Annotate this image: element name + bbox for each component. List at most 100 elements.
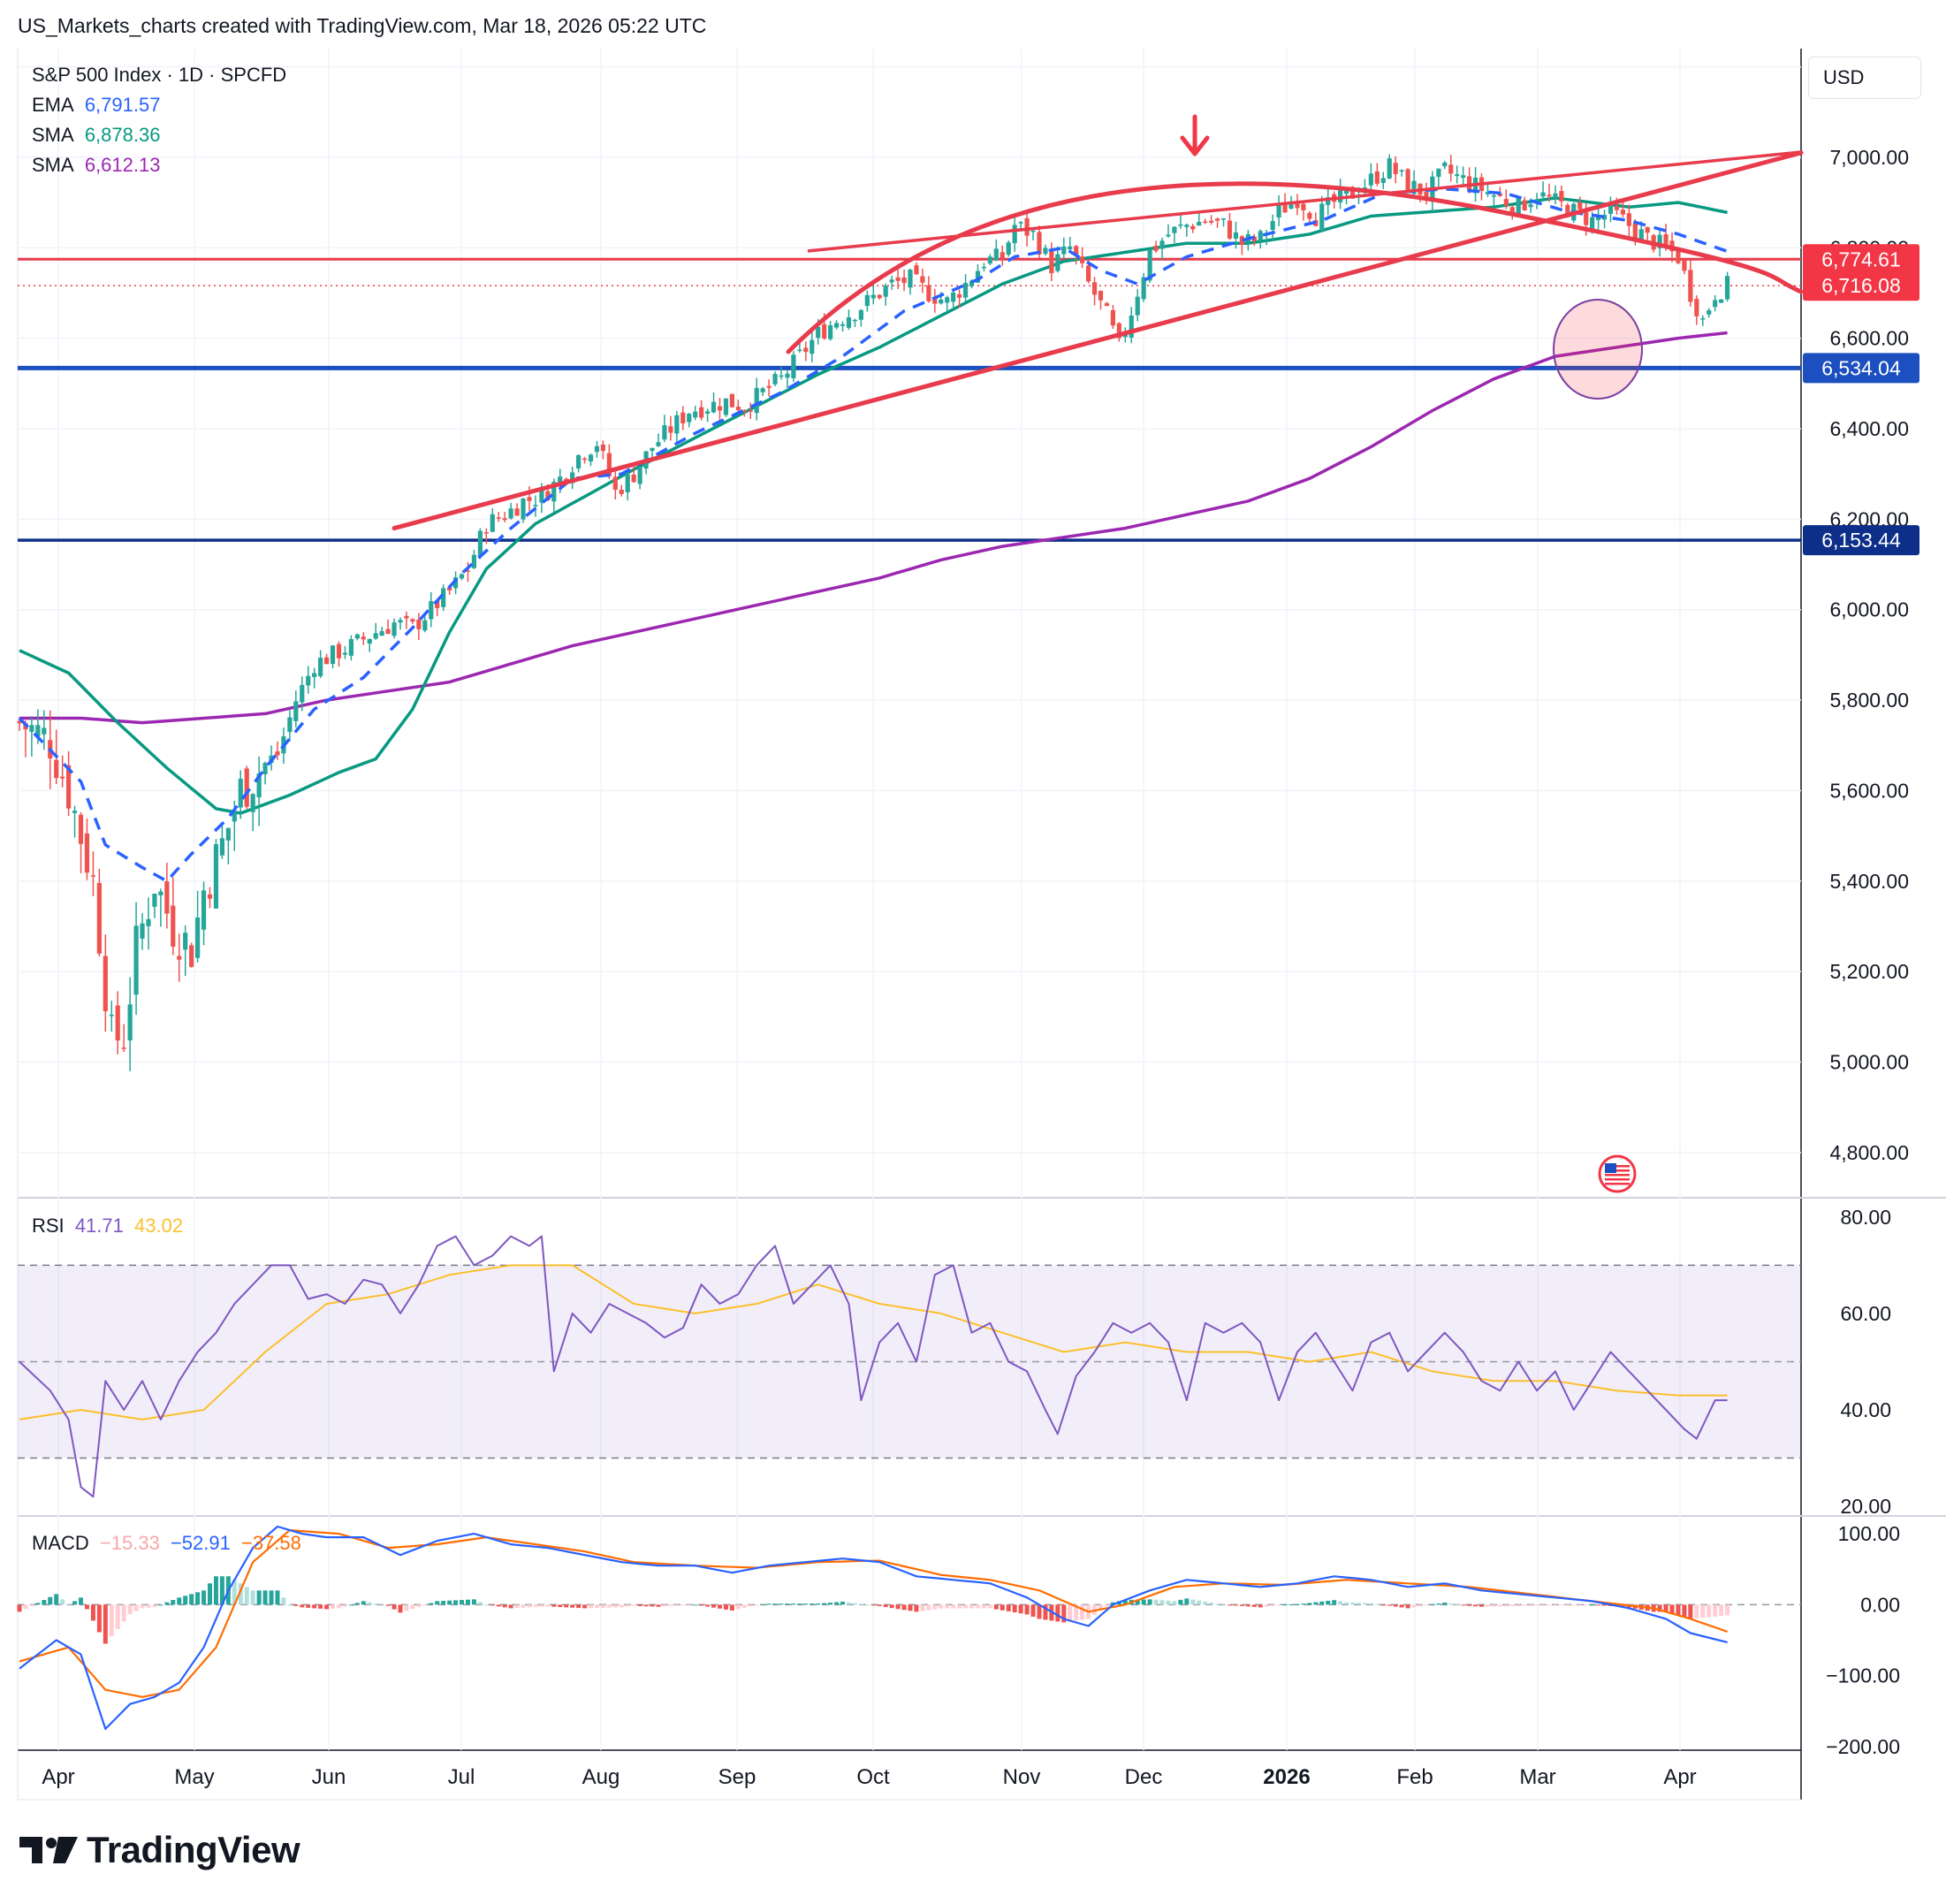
rsi-legend-value: 41.71 [74, 1215, 124, 1237]
macd-histogram-bar [1258, 1604, 1263, 1608]
y-tick-label: 5,400.00 [1829, 870, 1909, 893]
candle-body [1467, 176, 1472, 191]
rsi-tick-label: 20.00 [1840, 1495, 1891, 1518]
macd-histogram-bar [1350, 1602, 1356, 1605]
macd-histogram-bar [619, 1604, 624, 1608]
candle-body [502, 518, 507, 521]
currency-selector[interactable]: USD [1808, 57, 1921, 99]
macd-histogram-bar [115, 1604, 120, 1629]
candle-body [1055, 254, 1060, 271]
candle-body [1043, 248, 1048, 255]
macd-histogram-bar [699, 1604, 704, 1606]
candle-body [508, 508, 513, 519]
candle-body [1270, 221, 1275, 231]
candle-body [527, 497, 532, 501]
candle-body [471, 554, 477, 568]
macd-histogram-bar [791, 1603, 796, 1605]
candle-body [391, 622, 397, 636]
macd-histogram-bar [1098, 1604, 1104, 1611]
macd-histogram-bar [870, 1604, 876, 1606]
macd-histogram-bar [195, 1592, 201, 1605]
macd-histogram-bar [1104, 1604, 1109, 1607]
candle-body [637, 467, 642, 484]
legend-sma200-label: SMA [32, 154, 74, 176]
candle-body [306, 675, 311, 686]
candle-body [1037, 232, 1042, 255]
macd-histogram-bar [1455, 1603, 1460, 1605]
macd-histogram-bar [90, 1604, 95, 1621]
candle-body [693, 411, 698, 418]
candle-body [1301, 203, 1306, 211]
candle-body [858, 309, 863, 320]
candle-body [1657, 234, 1662, 248]
candle-body [35, 725, 41, 737]
macd-histogram-bar [582, 1604, 588, 1609]
macd-histogram-bar [606, 1604, 612, 1608]
candle-body [323, 657, 330, 665]
macd-histogram-bar [367, 1602, 372, 1605]
x-tick-label: May [174, 1765, 214, 1789]
candle-body [852, 319, 858, 322]
macd-histogram-bar [1153, 1599, 1159, 1605]
macd-histogram-bar [213, 1576, 218, 1605]
candle-body [410, 619, 415, 622]
macd-histogram-bar [373, 1603, 378, 1605]
macd-histogram-bar [502, 1604, 507, 1608]
macd-histogram-bar [219, 1576, 224, 1605]
x-tick-label: 2026 [1263, 1765, 1310, 1789]
macd-histogram-bar [643, 1604, 649, 1607]
candle-body [262, 763, 268, 774]
candle-body [103, 956, 108, 1011]
macd-histogram-bar [1264, 1604, 1269, 1607]
candle-body [1713, 300, 1718, 308]
candle-body [1190, 225, 1196, 230]
macd-histogram-bar [545, 1604, 551, 1607]
macd-histogram-bar [908, 1604, 913, 1611]
macd-histogram-bar [631, 1604, 636, 1606]
macd-histogram-bar [680, 1604, 686, 1606]
macd-histogram-bar [1620, 1604, 1625, 1608]
candle-body [213, 844, 219, 909]
candle-body [1049, 249, 1054, 274]
flag-stripe [1605, 1174, 1630, 1177]
macd-histogram-bar [1147, 1599, 1152, 1605]
legend-sma200-value: 6,612.13 [84, 154, 161, 176]
tradingview-logo-icon [19, 1837, 78, 1863]
macd-histogram-bar [1522, 1604, 1527, 1606]
macd-histogram-bar [300, 1604, 305, 1608]
candle-body [1601, 215, 1608, 220]
x-tick-label: Apr [42, 1765, 74, 1789]
macd-histogram-bar [1159, 1600, 1165, 1605]
price-label: 6,716.08 [1821, 274, 1901, 297]
candle-body [772, 374, 778, 385]
candle-body [594, 446, 600, 453]
candle-body [1405, 169, 1410, 192]
macd-histogram-bar [1676, 1604, 1681, 1616]
us-flag-icon [1598, 1154, 1637, 1193]
macd-histogram-bar [133, 1604, 139, 1611]
candle-body [121, 1047, 126, 1049]
candle-body [514, 508, 520, 516]
candle-body [1595, 216, 1601, 220]
candle-body [78, 814, 84, 844]
x-tick-label: Jun [312, 1765, 346, 1789]
candle-body [680, 412, 686, 423]
macd-histogram-bar [1184, 1598, 1190, 1605]
candle-body [177, 956, 182, 960]
candle-body [354, 634, 360, 639]
macd-histogram-bar [858, 1603, 863, 1605]
candle-body [1632, 223, 1638, 239]
candle-body [883, 286, 888, 297]
candle-body [816, 326, 821, 339]
candle-body [932, 298, 938, 304]
candle-body [490, 514, 495, 532]
macd-histogram-bar [981, 1604, 986, 1609]
candle-body [1000, 252, 1005, 259]
candle-body [741, 410, 747, 412]
candle-body [926, 285, 931, 301]
candle-body [219, 838, 225, 856]
candle-body [521, 499, 526, 520]
candle-body [1724, 276, 1730, 300]
macd-histogram-bar [1024, 1604, 1030, 1615]
